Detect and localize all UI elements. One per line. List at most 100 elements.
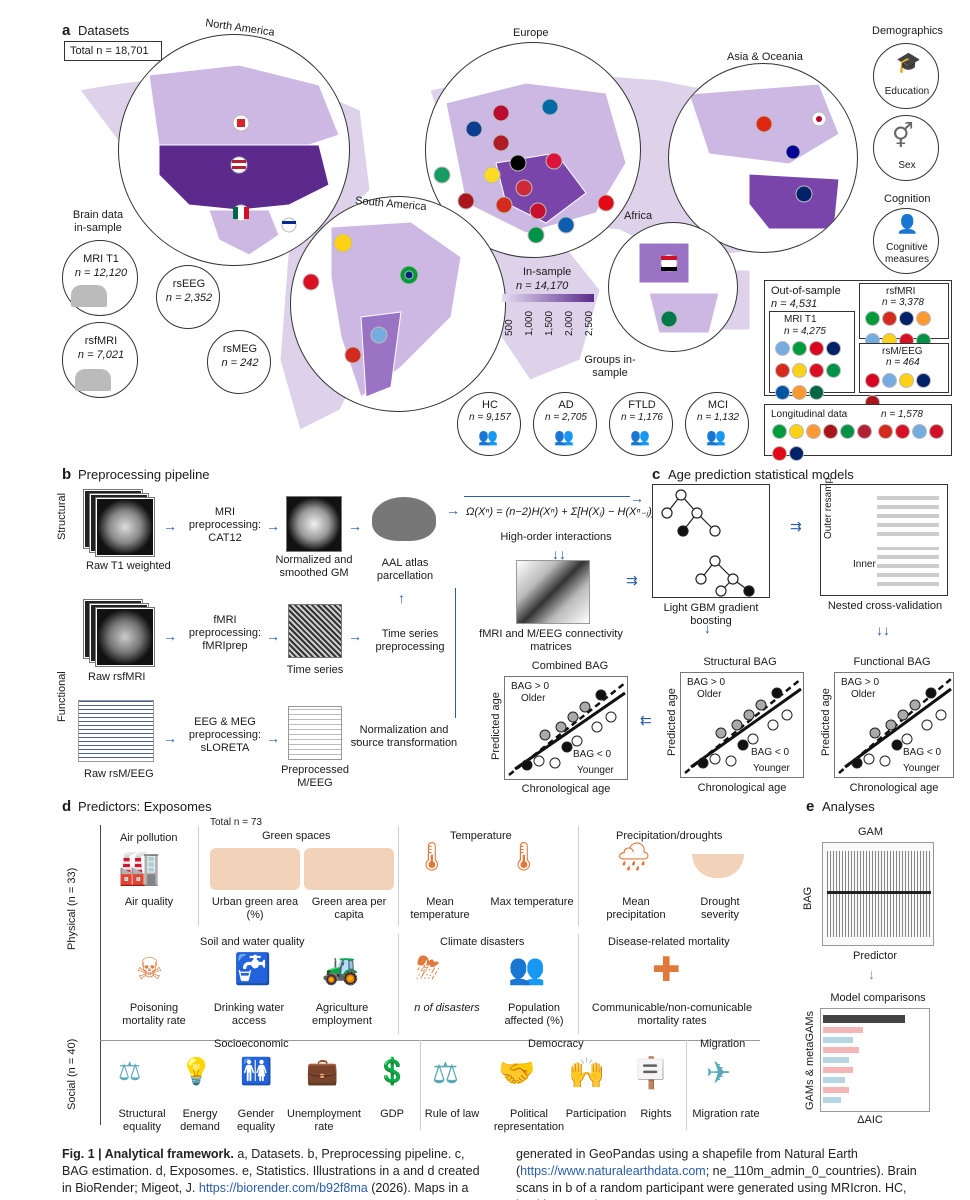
arrow-icon: →	[266, 628, 280, 644]
raw-t1-label: Raw T1 weighted	[86, 560, 171, 572]
gender-symbol-icon: ⚥	[892, 123, 914, 150]
gams-label: GAMs & metaGAMs	[804, 1010, 816, 1110]
item-urban-green: Urban green area (%)	[211, 896, 299, 922]
asia-oceania-map	[688, 83, 840, 230]
eeg-prep-label: EEG & MEG preprocessing: sLORETA	[188, 716, 262, 755]
oos-rsmeeg-n: n = 464	[886, 357, 920, 368]
equality-scale-icon: ⚖	[118, 1056, 142, 1086]
oos-rsfmri-box: rsfMRI n = 3,378	[859, 283, 949, 348]
bag-pos-label: BAG > 0	[511, 681, 550, 692]
panel-letter-d: d	[62, 798, 72, 815]
flag-icon	[840, 424, 855, 439]
oos-title: Out-of-sample	[771, 285, 841, 297]
oos-mri-n: n = 4,275	[784, 326, 826, 337]
region-label-asia-oceania: Asia & Oceania	[727, 51, 803, 63]
caption-link-naturalearth[interactable]: https://www.naturalearthdata.com	[520, 1163, 706, 1178]
item-agriculture: Agriculture employment	[312, 1002, 372, 1028]
group-hc-n: n = 9,157	[469, 412, 511, 423]
scanner-icon	[71, 285, 107, 307]
briefcase-icon: 💼	[306, 1056, 339, 1086]
oos-rsfmri-n: n = 3,378	[882, 297, 924, 308]
divider	[686, 1040, 687, 1130]
graduate-icon: 🎓	[896, 52, 921, 74]
panel-b-title: Preprocessing pipeline	[78, 467, 210, 482]
connectivity-matrix	[516, 560, 590, 624]
raw-rsfmri-label: Raw rsfMRI	[88, 671, 146, 683]
flag-icon	[882, 373, 897, 388]
arrow-icon: →	[163, 628, 177, 644]
total-n-box: Total n = 18,701	[64, 41, 162, 61]
africa-map	[638, 242, 720, 334]
arrow-icon: →	[266, 730, 280, 746]
y-axis-label: Predicted age	[666, 688, 678, 756]
functional-bag-title: Functional BAG	[853, 656, 931, 668]
group-ftld-n: n = 1,176	[621, 412, 663, 423]
flag-icon	[809, 385, 824, 400]
drought-icon	[692, 854, 744, 878]
cognition-title: Cognition	[884, 193, 931, 205]
medical-cross-icon: ✚	[652, 951, 681, 989]
divider	[420, 1040, 421, 1130]
time-series-label: Time series	[286, 664, 344, 676]
oos-n: n = 4,531	[771, 298, 818, 310]
arrow-down-icon: ↓	[868, 966, 875, 982]
region-circle-africa	[608, 222, 738, 352]
group-ad-label: AD	[558, 399, 574, 411]
caption-link-biorender[interactable]: https://biorender.com/b92f8ma	[198, 1180, 368, 1195]
green-capita-icon	[304, 848, 394, 890]
structural-bag-title: Structural BAG	[703, 656, 777, 668]
oos-rsmeeg-label: rsM/EEG	[882, 346, 923, 357]
rseeg-circle: rsEEG n = 2,352	[156, 265, 220, 329]
arrow-icon: ⇉	[626, 572, 638, 588]
divider	[398, 934, 399, 1034]
raised-hands-icon: 🙌	[568, 1057, 606, 1090]
panel-letter-b: b	[62, 466, 72, 483]
gender-person-icon: 🚻	[240, 1056, 273, 1086]
raw-meeg-label: Raw rsM/EEG	[84, 768, 154, 780]
education-label: Education	[884, 86, 930, 97]
gam-scatter	[827, 851, 931, 937]
rsmeg-circle: rsMEG n = 242	[207, 330, 271, 394]
item-participation: Participation	[565, 1108, 627, 1120]
group-title-migration: Migration	[700, 1038, 746, 1050]
flag-icon	[789, 424, 804, 439]
storm-cloud-icon: ⛈	[416, 952, 440, 985]
mri-prep-label: MRI preprocessing: CAT12	[188, 506, 262, 545]
aic-bar	[823, 1097, 841, 1103]
younger-label: Younger	[753, 763, 790, 774]
brain-parcellation-icon	[372, 497, 436, 541]
bag-pos-label: BAG > 0	[841, 677, 880, 688]
gam-plot	[822, 842, 934, 946]
handshake-icon: 🤝	[498, 1057, 536, 1090]
arrow-up-icon: ↑	[398, 590, 405, 606]
hoi-label: High-order interactions	[500, 531, 612, 543]
group-ad-n: n = 2,705	[545, 412, 587, 423]
rsmeg-label: rsMEG	[222, 343, 258, 355]
item-rule-of-law: Rule of law	[424, 1108, 480, 1120]
flag-icon	[809, 363, 824, 378]
x-axis-label: Chronological age	[521, 783, 611, 795]
group-title-disease: Disease-related mortality	[608, 936, 730, 948]
flag-icon	[916, 373, 931, 388]
caption-text-1: a, Datasets. b, Preprocessing pipeline. …	[62, 1147, 480, 1195]
arrow-down-icon: ↓↓	[552, 546, 566, 562]
caption-text-3: generated in GeoPandas using a shapefile…	[516, 1147, 858, 1178]
flag-icon	[809, 341, 824, 356]
x-axis-label: Chronological age	[697, 782, 787, 794]
formula: Ω(Xⁿ) = (n−2)H(Xⁿ) + Σ[H(Xⱼ) − H(Xⁿ₋ⱼ)]	[466, 506, 655, 518]
item-air-quality: Air quality	[124, 896, 174, 908]
justice-scale-icon: ⚖	[432, 1057, 459, 1090]
flag-icon	[916, 311, 931, 326]
poison-bottle-icon: ☠	[136, 953, 163, 986]
combined-bag-plot: BAG > 0 Older BAG < 0 Younger	[504, 676, 628, 780]
aic-bar	[823, 1037, 853, 1043]
divider	[578, 826, 579, 926]
flag-icon	[899, 373, 914, 388]
oos-mri-box: MRI T1 n = 4,275	[769, 311, 855, 400]
region-circle-north-america	[118, 34, 350, 266]
factory-icon: 🏭	[118, 849, 161, 887]
functional-label: Functional	[56, 671, 68, 722]
flag-icon	[789, 446, 804, 461]
water-tap-icon: 🚰	[234, 953, 272, 986]
flag-icon	[772, 446, 787, 461]
